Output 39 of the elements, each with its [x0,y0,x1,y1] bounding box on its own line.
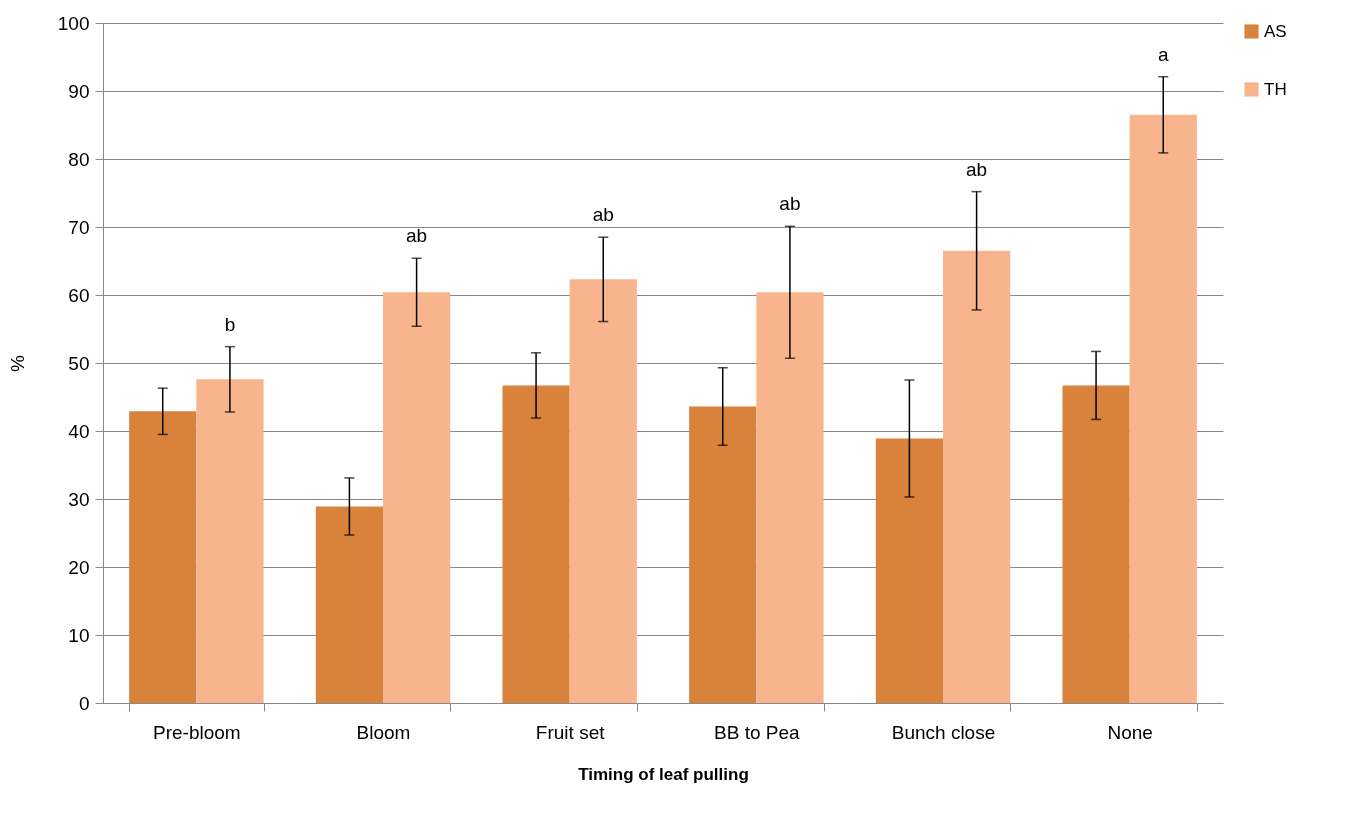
bar [502,385,570,703]
x-tick-label: Bunch close [891,721,996,743]
x-tick-label: BB to Pea [714,721,801,743]
y-tick-label: 70 [68,216,90,238]
x-tick-label: Bloom [356,721,411,743]
y-tick-label: 80 [68,148,90,170]
y-tick-label: 0 [78,692,90,714]
y-tick-label: 20 [68,556,90,578]
legend-label: TH [1264,79,1287,99]
bar [383,292,451,703]
annotation: ab [406,225,428,247]
y-tick-label: 10 [68,624,90,646]
bar [569,279,637,703]
y-tick-label: 100 [57,12,90,34]
bar [756,292,824,703]
annotation: b [224,313,236,335]
y-tick-label: 40 [68,420,90,442]
y-tick-label: 30 [68,488,90,510]
x-tick-label: None [1107,721,1153,743]
bar [689,406,757,703]
bar [875,438,943,703]
bar [943,250,1011,703]
annotation: ab [966,158,988,180]
bar [315,506,383,703]
y-axis-title: % [6,354,28,372]
x-tick-label: Fruit set [535,721,606,743]
annotation: ab [779,193,801,215]
annotation: a [1157,43,1169,65]
x-tick-label: Pre-bloom [153,721,241,743]
legend-label: AS [1264,21,1287,41]
bar [129,411,197,703]
y-tick-label: 50 [68,352,90,374]
x-axis-title: Timing of leaf pulling [578,764,749,784]
bar [1062,385,1130,703]
bar [196,379,264,703]
annotation: ab [592,204,614,226]
y-tick-label: 90 [68,80,90,102]
bar [1129,114,1197,703]
y-tick-label: 60 [68,284,90,306]
